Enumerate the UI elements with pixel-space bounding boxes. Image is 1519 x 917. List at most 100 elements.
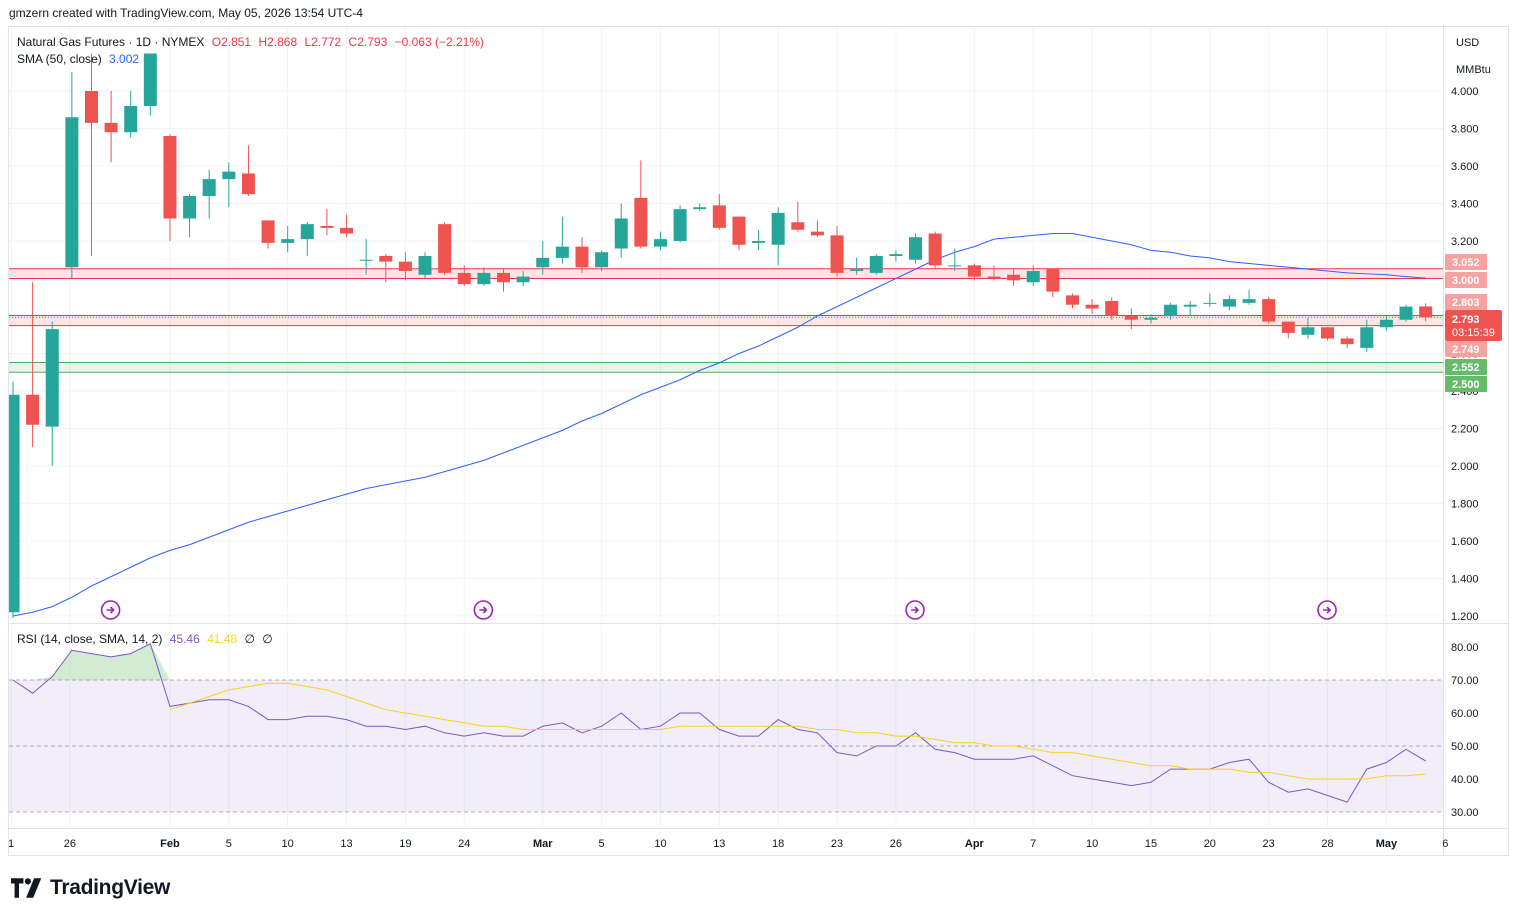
time-tick-label: 23	[831, 838, 843, 850]
candle-body	[202, 179, 216, 196]
candle-body	[497, 272, 510, 283]
rsi-pane: 80.00 70.00 60.00 50.00 40.00 30.00	[9, 642, 1479, 819]
rsi-tick-label: 80.00	[1451, 642, 1479, 654]
candle-body	[1321, 327, 1335, 339]
candle-body	[84, 91, 98, 123]
candle	[438, 222, 452, 275]
candle-body	[752, 241, 766, 243]
candle	[673, 205, 687, 243]
candle	[1379, 316, 1393, 331]
event-marker-icon	[1317, 600, 1337, 620]
price-tick-label: 3.800	[1451, 124, 1479, 136]
candle	[1164, 302, 1178, 320]
resistance-price-label: 2.803	[1452, 297, 1480, 309]
candle-body	[1222, 299, 1236, 307]
candle-body	[791, 222, 805, 230]
time-tick-label: May	[1376, 838, 1398, 850]
close-value: C2.793	[348, 35, 388, 49]
currency-label[interactable]: USD	[1456, 37, 1480, 49]
candle	[614, 203, 628, 258]
event-marker-icon	[473, 600, 494, 620]
candle-body	[634, 197, 648, 247]
candle	[928, 231, 942, 270]
candle	[1203, 293, 1217, 307]
support-zone	[9, 362, 1443, 373]
price-tick-label: 1.800	[1451, 499, 1479, 511]
sma-series	[12, 233, 1426, 617]
time-tick-label: 18	[772, 838, 784, 850]
candle-body	[379, 256, 393, 262]
price-tick-label: 3.600	[1451, 161, 1479, 173]
time-tick-label: Mar	[533, 838, 553, 850]
candle	[1222, 295, 1236, 311]
candle	[300, 222, 314, 256]
candle	[398, 252, 412, 281]
candle-body	[143, 53, 157, 106]
candle	[536, 241, 550, 275]
candle-body	[1399, 306, 1413, 320]
candle	[497, 269, 510, 292]
candle	[791, 201, 805, 232]
candle	[987, 265, 1001, 281]
candle	[281, 226, 295, 253]
candle	[320, 209, 334, 236]
candle	[752, 229, 766, 251]
candle-body	[1144, 317, 1158, 320]
symbol-title[interactable]: Natural Gas Futures · 1D · NYMEX	[17, 35, 205, 49]
candle-body	[1046, 269, 1060, 292]
candle	[1399, 304, 1413, 322]
rsi-legend[interactable]: RSI (14, close, SMA, 14, 2) 45.46 41.48 …	[17, 632, 277, 646]
candle-body	[261, 220, 275, 243]
candle-body	[987, 276, 1001, 279]
resistance-price-badge	[1445, 341, 1487, 357]
candle	[84, 53, 98, 256]
main-legend: Natural Gas Futures · 1D · NYMEX O2.851 …	[17, 35, 488, 49]
time-tick-label: 15	[1145, 838, 1157, 850]
candle	[771, 207, 785, 266]
candle-body	[1183, 304, 1197, 307]
candle	[222, 162, 236, 208]
open-value: O2.851	[211, 35, 252, 49]
rsi-tick-label: 50.00	[1451, 741, 1479, 753]
candle	[1124, 308, 1138, 330]
last-price-badge	[1445, 310, 1502, 341]
resistance-zone	[9, 315, 1443, 326]
candle	[359, 239, 373, 275]
candle	[909, 233, 923, 264]
candle-body	[732, 216, 746, 245]
support-price-label: 2.552	[1452, 362, 1480, 374]
time-tick-label: 24	[458, 838, 470, 850]
candle	[65, 72, 79, 279]
support-price-label: 2.500	[1452, 379, 1480, 391]
candle-body	[1065, 295, 1079, 305]
price-tick-label: 3.200	[1451, 236, 1479, 248]
candle-body	[438, 224, 452, 273]
price-tick-label: 1.600	[1451, 536, 1479, 548]
candle-body	[359, 259, 373, 261]
change-value: −0.063 (−2.21%)	[394, 35, 484, 49]
candle-body	[595, 252, 609, 268]
zones	[9, 268, 1443, 373]
candle	[340, 214, 354, 238]
time-tick-label: 23	[1263, 838, 1275, 850]
candle-body	[909, 237, 923, 260]
candle	[967, 263, 981, 281]
candle	[45, 321, 59, 466]
candle-body	[183, 196, 197, 219]
sma-line	[12, 233, 1426, 617]
creator-line: gmzern created with TradingView.com, May…	[9, 6, 363, 20]
candle-body	[810, 231, 824, 236]
tradingview-brand: TradingView	[11, 876, 170, 900]
sma-legend[interactable]: SMA (50, close) 3.002	[17, 52, 143, 66]
candle	[595, 250, 609, 271]
time-tick-label: 5	[226, 838, 232, 850]
price-tick-label: 2.000	[1451, 461, 1479, 473]
last-price-label: 2.793	[1452, 314, 1480, 326]
high-value: H2.868	[258, 35, 298, 49]
candle-body	[889, 254, 903, 256]
candle-body	[516, 276, 530, 283]
candle	[104, 91, 118, 163]
unit-label[interactable]: MMBtu	[1456, 64, 1491, 76]
